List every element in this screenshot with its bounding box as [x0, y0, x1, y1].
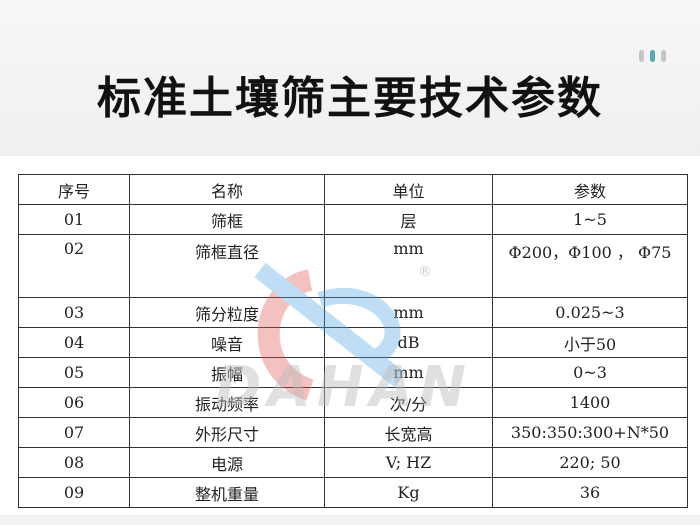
table-cell: Φ200，Φ100 ， Φ75	[492, 234, 688, 298]
table-row: 02 筛框直径 mm Φ200，Φ100 ， Φ75	[18, 234, 688, 298]
table-cell: 外形尺寸	[129, 417, 325, 448]
table-row: 01 筛框层 1~5	[18, 204, 688, 235]
table-cell: 噪音	[129, 327, 325, 358]
carousel-indicator[interactable]	[639, 50, 666, 62]
table-cell: 层	[324, 204, 493, 235]
table-cell: 03	[18, 297, 130, 328]
table-row: 08 电源 V; HZ 220; 50	[18, 447, 688, 478]
table-row: 06 振动频率 次/分 1400	[18, 387, 688, 418]
table-cell: 筛分粒度	[129, 297, 325, 328]
table-row: 07 外形尺寸 长宽高 350:350:300+N*50	[18, 417, 688, 448]
table-cell: 0.025~3	[492, 297, 688, 328]
watermark-text: DAHAN	[215, 355, 472, 420]
table-cell: 02	[18, 234, 130, 298]
table-cell: 小于50	[492, 327, 688, 358]
header-cell: 参数	[492, 174, 688, 205]
table-cell: 1400	[492, 387, 688, 418]
table-cell: V; HZ	[324, 447, 493, 478]
table-cell: 次/分	[324, 387, 493, 418]
table-cell: 筛框直径	[129, 234, 325, 298]
table-cell: 01	[18, 204, 130, 235]
table-cell: 振动频率	[129, 387, 325, 418]
table-cell: 振幅	[129, 357, 325, 388]
table-cell: mm	[324, 234, 493, 298]
table-row: 03 筛分粒度 mm 0.025~3	[18, 297, 688, 328]
table-row: 05 振幅 mm 0~3	[18, 357, 688, 388]
header-cell: 序号	[18, 174, 130, 205]
table-cell: 0~3	[492, 357, 688, 388]
table-cell: 长宽高	[324, 417, 493, 448]
indicator-dot-active[interactable]	[650, 50, 655, 62]
table-cell: 220; 50	[492, 447, 688, 478]
table-cell: 09	[18, 477, 130, 508]
table-cell: 04	[18, 327, 130, 358]
table-cell: 1~5	[492, 204, 688, 235]
table-row: 09 整机重量 Kg 36	[18, 477, 688, 508]
table-header-row: 序号 名称 单位 参数	[18, 174, 688, 205]
table-row: 04 噪音 dB 小于50	[18, 327, 688, 358]
header-cell: 名称	[129, 174, 325, 205]
table-cell: dB	[324, 327, 493, 358]
page-title: 标准土壤筛主要技术参数	[97, 73, 603, 124]
table-cell: mm	[324, 357, 493, 388]
table-cell: mm	[324, 297, 493, 328]
indicator-dot[interactable]	[661, 50, 666, 62]
table-cell: 整机重量	[129, 477, 325, 508]
header-banner	[0, 0, 700, 156]
table-cell: 36	[492, 477, 688, 508]
table-cell: 350:350:300+N*50	[492, 417, 688, 448]
header-cell: 单位	[324, 174, 493, 205]
table-cell: 06	[18, 387, 130, 418]
table-cell: 筛框	[129, 204, 325, 235]
table-cell: 05	[18, 357, 130, 388]
table-cell: 电源	[129, 447, 325, 478]
registered-icon: ®	[418, 264, 432, 280]
table-cell: 07	[18, 417, 130, 448]
spec-table: 序号 名称 单位 参数 01 筛框层 1~5 02 筛框直径 mm Φ200，Φ100 ， …	[18, 174, 688, 508]
indicator-dot[interactable]	[639, 50, 644, 62]
table-cell: 08	[18, 447, 130, 478]
footer-strip	[0, 515, 700, 525]
table-cell: Kg	[324, 477, 493, 508]
